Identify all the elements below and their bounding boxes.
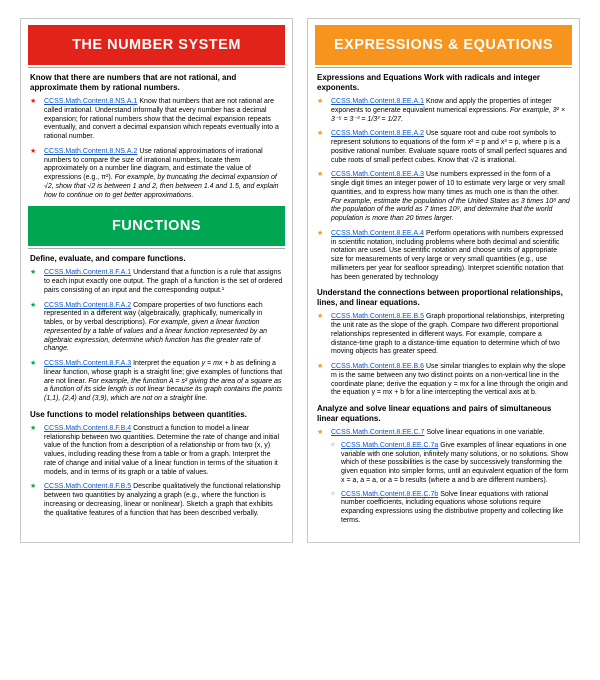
- standard-code-link[interactable]: CCSS.Math.Content.8.F.A.2: [44, 302, 131, 309]
- standard-item: CCSS.Math.Content.8.NS.A.2 Use rational …: [42, 148, 283, 201]
- standard-item: CCSS.Math.Content.8.EE.B.6 Use similar t…: [329, 363, 570, 398]
- standard-text: Perform operations with numbers expresse…: [331, 230, 563, 281]
- standard-item: CCSS.Math.Content.8.EE.C.7 Solve linear …: [329, 429, 570, 526]
- ee-standards-list-3: CCSS.Math.Content.8.EE.C.7 Solve linear …: [315, 429, 572, 526]
- standard-code-link[interactable]: CCSS.Math.Content.8.EE.C.7b: [341, 491, 438, 498]
- standard-item: CCSS.Math.Content.8.F.B.4 Construct a fu…: [42, 425, 283, 478]
- fn-section2-title: Use functions to model relationships bet…: [30, 410, 283, 420]
- standard-eq: y = mx + b: [202, 360, 235, 367]
- two-column-layout: THE NUMBER SYSTEM Know that there are nu…: [20, 18, 580, 543]
- standard-code-link[interactable]: CCSS.Math.Content.8.EE.A.4: [331, 230, 424, 237]
- functions-header: FUNCTIONS: [28, 206, 285, 248]
- sub-standard-item: CCSS.Math.Content.8.EE.C.7a Give example…: [341, 442, 570, 486]
- standard-code-link[interactable]: CCSS.Math.Content.8.F.B.5: [44, 483, 131, 490]
- standard-item: CCSS.Math.Content.8.EE.A.4 Perform opera…: [329, 230, 570, 283]
- standard-item: CCSS.Math.Content.8.EE.A.3 Use numbers e…: [329, 171, 570, 224]
- fn-standards-list-2: CCSS.Math.Content.8.F.B.4 Construct a fu…: [28, 425, 285, 519]
- standard-code-link[interactable]: CCSS.Math.Content.8.NS.A.2: [44, 148, 137, 155]
- sub-standard-item: CCSS.Math.Content.8.EE.C.7b Solve linear…: [341, 491, 570, 526]
- standard-code-link[interactable]: CCSS.Math.Content.8.NS.A.1: [44, 98, 137, 105]
- standard-text: Construct a function to model a linear r…: [44, 425, 279, 476]
- number-system-group: THE NUMBER SYSTEM Know that there are nu…: [28, 25, 285, 200]
- standard-item: CCSS.Math.Content.8.EE.A.2 Use square ro…: [329, 130, 570, 165]
- fn-section1-title: Define, evaluate, and compare functions.: [30, 254, 283, 264]
- standard-code-link[interactable]: CCSS.Math.Content.8.EE.B.5: [331, 313, 424, 320]
- sub-standards-list: CCSS.Math.Content.8.EE.C.7a Give example…: [331, 442, 570, 526]
- ns-standards-list: CCSS.Math.Content.8.NS.A.1 Know that num…: [28, 98, 285, 200]
- standard-item: CCSS.Math.Content.8.NS.A.1 Know that num…: [42, 98, 283, 142]
- standard-code-link[interactable]: CCSS.Math.Content.8.EE.A.3: [331, 171, 424, 178]
- standard-text: Interpret the equation: [131, 360, 201, 367]
- ns-section-title: Know that there are numbers that are not…: [30, 73, 283, 93]
- standard-item: CCSS.Math.Content.8.EE.B.5 Graph proport…: [329, 313, 570, 357]
- standard-code-link[interactable]: CCSS.Math.Content.8.EE.B.6: [331, 363, 424, 370]
- standard-code-link[interactable]: CCSS.Math.Content.8.F.A.1: [44, 269, 131, 276]
- standard-code-link[interactable]: CCSS.Math.Content.8.F.B.4: [44, 425, 131, 432]
- ee-standards-list-2: CCSS.Math.Content.8.EE.B.5 Graph proport…: [315, 313, 572, 398]
- standard-example: For example, estimate the population of …: [331, 198, 570, 223]
- standard-code-link[interactable]: CCSS.Math.Content.8.EE.A.2: [331, 130, 424, 137]
- ee-section2-title: Understand the connections between propo…: [317, 288, 570, 308]
- ee-standards-list-1: CCSS.Math.Content.8.EE.A.1 Know and appl…: [315, 98, 572, 282]
- fn-standards-list-1: CCSS.Math.Content.8.F.A.1 Understand tha…: [28, 269, 285, 404]
- standard-item: CCSS.Math.Content.8.F.B.5 Describe quali…: [42, 483, 283, 518]
- functions-group: FUNCTIONS Define, evaluate, and compare …: [28, 206, 285, 518]
- left-column: THE NUMBER SYSTEM Know that there are nu…: [20, 18, 293, 543]
- standard-item: CCSS.Math.Content.8.EE.A.1 Know and appl…: [329, 98, 570, 124]
- standard-code-link[interactable]: CCSS.Math.Content.8.F.A.3: [44, 360, 131, 367]
- standard-code-link[interactable]: CCSS.Math.Content.8.EE.C.7: [331, 429, 424, 436]
- ee-section1-title: Expressions and Equations Work with radi…: [317, 73, 570, 93]
- standard-code-link[interactable]: CCSS.Math.Content.8.EE.C.7a: [341, 442, 438, 449]
- standard-item: CCSS.Math.Content.8.F.A.1 Understand tha…: [42, 269, 283, 295]
- standard-item: CCSS.Math.Content.8.F.A.2 Compare proper…: [42, 302, 283, 355]
- expressions-header: EXPRESSIONS & EQUATIONS: [315, 25, 572, 67]
- standard-text: Solve linear equations in one variable.: [424, 429, 544, 436]
- number-system-header: THE NUMBER SYSTEM: [28, 25, 285, 67]
- standard-item: CCSS.Math.Content.8.F.A.3 Interpret the …: [42, 360, 283, 404]
- right-column: EXPRESSIONS & EQUATIONS Expressions and …: [307, 18, 580, 543]
- standard-code-link[interactable]: CCSS.Math.Content.8.EE.A.1: [331, 98, 424, 105]
- ee-section3-title: Analyze and solve linear equations and p…: [317, 404, 570, 424]
- standards-page: THE NUMBER SYSTEM Know that there are nu…: [0, 0, 600, 561]
